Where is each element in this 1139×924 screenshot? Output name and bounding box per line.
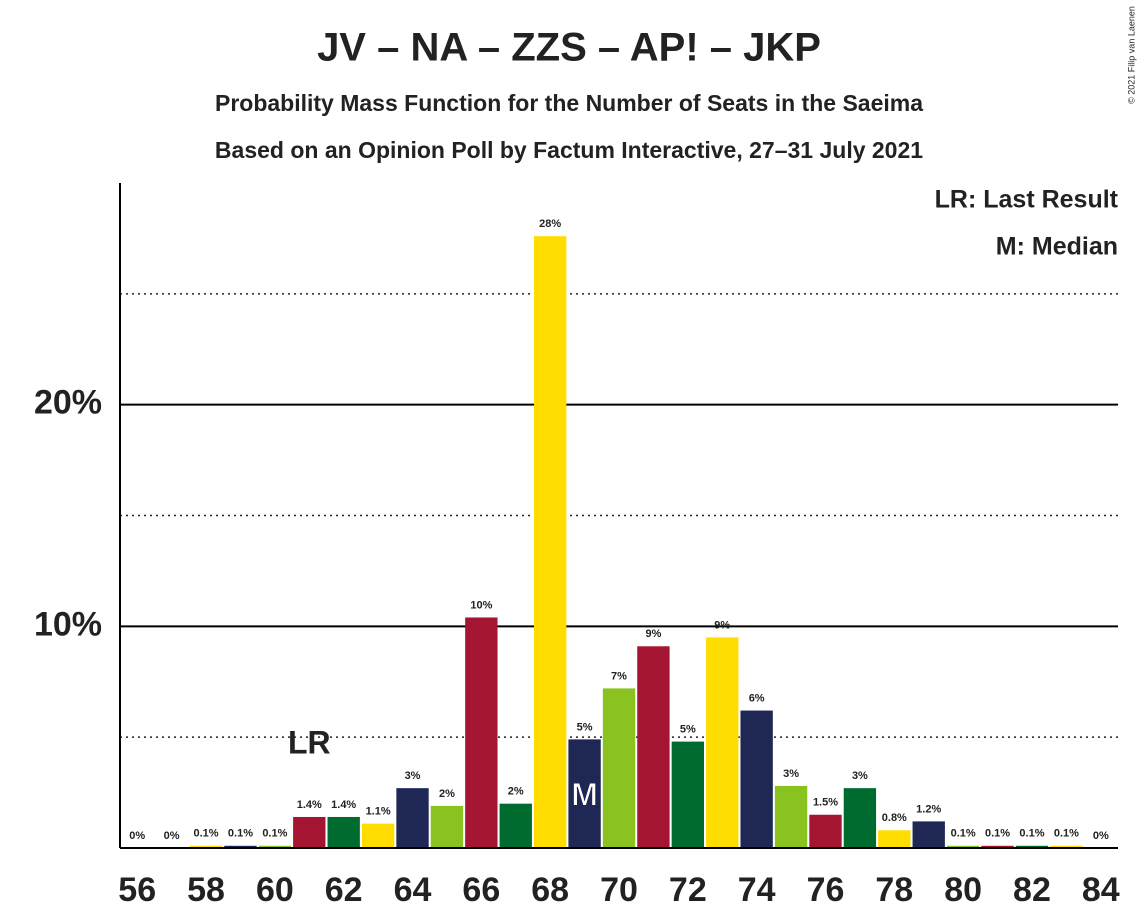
x-tick-label: 68	[531, 871, 569, 909]
value-label: 9%	[714, 619, 730, 631]
value-label: 1.5%	[813, 797, 838, 809]
bar	[465, 617, 498, 848]
bar	[602, 688, 636, 848]
value-label: 1.2%	[916, 803, 941, 815]
bar	[981, 845, 1014, 848]
x-tick-label: 82	[1013, 871, 1051, 909]
value-label: 0.1%	[262, 828, 287, 840]
value-label: 3%	[405, 770, 421, 782]
chart-subtitle: Based on an Opinion Poll by Factum Inter…	[215, 137, 923, 163]
y-tick-label: 10%	[34, 605, 102, 643]
value-label: 0.1%	[228, 828, 253, 840]
bar	[740, 710, 773, 848]
bar	[361, 823, 395, 848]
bar	[878, 830, 911, 848]
value-label: 0%	[129, 830, 145, 842]
x-tick-label: 64	[394, 871, 432, 909]
x-tick-label: 60	[256, 871, 294, 909]
x-tick-label: 80	[944, 871, 982, 909]
bar	[912, 821, 945, 848]
x-tick-label: 56	[118, 871, 156, 909]
x-tick-label: 62	[325, 871, 363, 909]
copyright: © 2021 Filip van Laenen	[1126, 6, 1136, 104]
value-label: 5%	[577, 721, 593, 733]
value-label: 2%	[508, 786, 524, 798]
chart-subtitle: Probability Mass Function for the Number…	[215, 90, 923, 116]
bar	[843, 788, 877, 848]
last-result-marker: LR	[288, 724, 331, 760]
x-tick-label: 70	[600, 871, 638, 909]
bar	[809, 814, 842, 848]
value-label: 0%	[1093, 830, 1109, 842]
value-label: 0.1%	[951, 828, 976, 840]
bar	[189, 845, 223, 848]
value-label: 0%	[164, 830, 180, 842]
bar	[706, 637, 739, 848]
value-label: 7%	[611, 670, 627, 682]
legend-entry: M: Median	[996, 233, 1118, 261]
value-label: 5%	[680, 724, 696, 736]
bar	[637, 646, 670, 848]
bar	[327, 816, 360, 848]
x-tick-label: 76	[807, 871, 845, 909]
value-label: 0.1%	[1054, 828, 1079, 840]
median-marker: M	[571, 776, 598, 812]
x-tick-label: 78	[875, 871, 913, 909]
bar	[1050, 845, 1083, 848]
value-label: 6%	[749, 692, 765, 704]
bar	[1015, 845, 1049, 848]
bar	[499, 803, 532, 848]
value-label: 1.1%	[366, 806, 391, 818]
value-label: 1.4%	[331, 799, 356, 811]
x-tick-label: 58	[187, 871, 225, 909]
x-tick-label: 66	[462, 871, 500, 909]
bar	[946, 845, 980, 848]
bar	[396, 788, 429, 848]
bar	[568, 739, 601, 848]
bar	[533, 236, 567, 848]
y-tick-label: 20%	[34, 384, 102, 422]
x-tick-label: 84	[1082, 871, 1120, 909]
value-label: 0.1%	[1019, 828, 1044, 840]
chart-title: JV – NA – ZZS – AP! – JKP	[317, 26, 821, 70]
x-tick-label: 72	[669, 871, 707, 909]
value-label: 9%	[645, 628, 661, 640]
value-label: 3%	[783, 768, 799, 780]
legend-entry: LR: Last Result	[935, 186, 1119, 214]
value-label: 10%	[470, 599, 492, 611]
value-label: 3%	[852, 770, 868, 782]
value-label: 28%	[539, 218, 561, 230]
value-label: 0.1%	[985, 828, 1010, 840]
value-label: 0.8%	[882, 812, 907, 824]
bar	[224, 845, 257, 848]
bar	[430, 805, 464, 848]
bar	[774, 785, 808, 848]
value-label: 0.1%	[193, 828, 218, 840]
x-tick-label: 74	[738, 871, 776, 909]
value-label: 1.4%	[297, 799, 322, 811]
value-label: 2%	[439, 788, 455, 800]
bar	[258, 845, 292, 848]
bar	[671, 741, 705, 848]
bar	[293, 816, 326, 848]
